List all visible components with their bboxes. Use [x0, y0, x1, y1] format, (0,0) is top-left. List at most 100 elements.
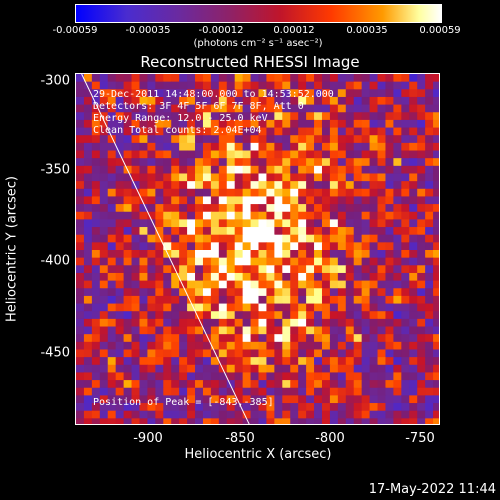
- heatmap-cell: [329, 250, 339, 259]
- heatmap-cell: [155, 357, 164, 366]
- heatmap-cell: [107, 150, 117, 159]
- heatmap-cell: [417, 387, 426, 396]
- heatmap-cell: [401, 380, 410, 389]
- heatmap-cell: [361, 188, 371, 198]
- heatmap-cell: [282, 188, 291, 198]
- heatmap-cell: [123, 127, 133, 136]
- heatmap-cell: [171, 311, 180, 320]
- heatmap-cell: [353, 150, 363, 159]
- heatmap-cell: [147, 196, 156, 205]
- heatmap-cell: [425, 418, 434, 424]
- heatmap-cell: [147, 89, 156, 98]
- heatmap-cell: [409, 341, 418, 351]
- heatmap-cell: [171, 242, 180, 251]
- heatmap-cell: [337, 272, 347, 282]
- heatmap-cell: [417, 219, 426, 228]
- heatmap-cell: [321, 188, 331, 198]
- heatmap-cell: [282, 410, 291, 419]
- heatmap-cell: [385, 272, 394, 282]
- heatmap-cell: [163, 119, 172, 129]
- heatmap-cell: [234, 364, 244, 374]
- heatmap-cell: [385, 119, 394, 129]
- heatmap-cell: [337, 387, 347, 396]
- heatmap-cell: [314, 119, 323, 129]
- heatmap-cell: [433, 242, 439, 251]
- heatmap-cell: [226, 326, 236, 335]
- heatmap-cell: [417, 272, 426, 282]
- heatmap-cell: [179, 211, 188, 220]
- heatmap-cell: [91, 418, 101, 424]
- heatmap-cell: [377, 387, 387, 396]
- heatmap-cell: [187, 227, 196, 236]
- heatmap-cell: [290, 387, 299, 396]
- heatmap-cell: [91, 257, 101, 266]
- heatmap-cell: [76, 173, 85, 182]
- heatmap-cell: [385, 395, 394, 404]
- heatmap-cell: [147, 387, 156, 396]
- heatmap-cell: [115, 234, 125, 243]
- heatmap-cell: [218, 257, 228, 266]
- heatmap-cell: [266, 196, 275, 205]
- heatmap-cell: [401, 96, 410, 106]
- heatmap-cell: [282, 280, 291, 289]
- heatmap-cell: [99, 341, 109, 351]
- heatmap-cell: [425, 403, 434, 412]
- heatmap-cell: [329, 96, 339, 106]
- heatmap-cell: [282, 334, 291, 343]
- heatmap-cell: [187, 357, 196, 366]
- heatmap-cell: [107, 188, 117, 198]
- heatmap-cell: [282, 341, 291, 351]
- heatmap-cell: [107, 265, 117, 274]
- heatmap-cell: [306, 387, 315, 396]
- heatmap-cell: [329, 196, 339, 205]
- heatmap-cell: [139, 219, 149, 228]
- heatmap-cell: [123, 334, 133, 343]
- heatmap-cell: [171, 326, 180, 335]
- heatmap-cell: [91, 158, 101, 167]
- heatmap-cell: [385, 127, 394, 136]
- heatmap-cell: [409, 403, 418, 412]
- heatmap-cell: [258, 74, 268, 83]
- heatmap-cell: [433, 173, 439, 182]
- heatmap-cell: [385, 81, 394, 90]
- heatmap-cell: [298, 326, 307, 335]
- heatmap-cell: [369, 334, 379, 343]
- heatmap-cell: [163, 74, 172, 83]
- heatmap-cell: [99, 295, 109, 305]
- heatmap-cell: [393, 295, 402, 305]
- heatmap-cell: [314, 142, 323, 152]
- heatmap-cell: [179, 288, 188, 297]
- heatmap-cell: [131, 288, 141, 297]
- heatmap-cell: [163, 227, 172, 236]
- heatmap-cell: [345, 272, 355, 282]
- heatmap-cell: [131, 181, 141, 190]
- heatmap-cell: [163, 135, 172, 144]
- heatmap-cell: [290, 242, 299, 251]
- heatmap-cell: [433, 280, 439, 289]
- heatmap-cell: [274, 158, 283, 167]
- heatmap-cell: [298, 272, 307, 282]
- heatmap-cell: [155, 242, 164, 251]
- heatmap-cell: [76, 242, 85, 251]
- heatmap-cell: [242, 119, 252, 129]
- heatmap-cell: [321, 295, 331, 305]
- heatmap-cell: [76, 410, 85, 419]
- heatmap-cell: [377, 112, 387, 121]
- heatmap-cell: [202, 196, 212, 205]
- heatmap-cell: [226, 89, 236, 98]
- heatmap-cell: [218, 96, 228, 106]
- heatmap-cell: [139, 265, 149, 274]
- heatmap-cell: [76, 326, 85, 335]
- heatmap-cell: [76, 295, 85, 305]
- heatmap-cell: [83, 265, 93, 274]
- heatmap-cell: [401, 341, 410, 351]
- heatmap-cell: [329, 211, 339, 220]
- heatmap-cell: [115, 135, 125, 144]
- heatmap-cell: [226, 295, 236, 305]
- heatmap-cell: [329, 104, 339, 113]
- heatmap-cell: [433, 318, 439, 328]
- heatmap-cell: [99, 127, 109, 136]
- heatmap-cell: [393, 204, 402, 213]
- heatmap-cell: [345, 387, 355, 396]
- heatmap-cell: [163, 211, 172, 220]
